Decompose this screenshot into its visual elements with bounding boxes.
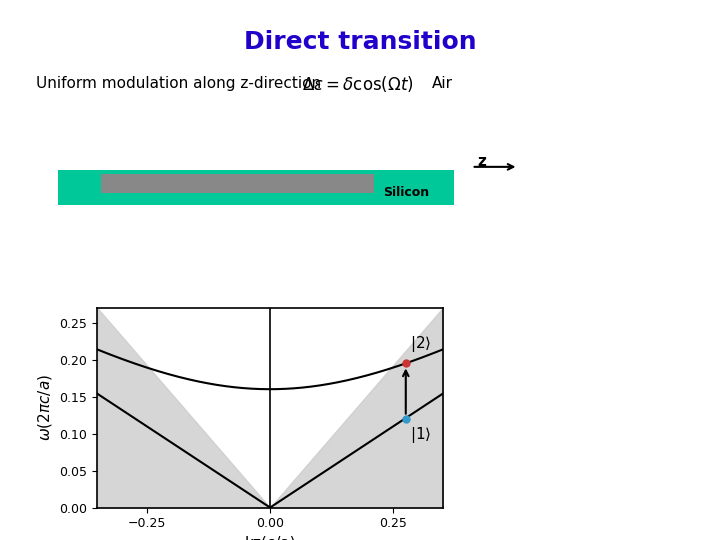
Text: Direct transition: Direct transition xyxy=(243,30,477,53)
Bar xyxy=(101,173,374,193)
Y-axis label: $\omega(2\pi c/a)$: $\omega(2\pi c/a)$ xyxy=(36,374,54,441)
Text: $|2\rangle$: $|2\rangle$ xyxy=(410,334,431,354)
Text: Silicon: Silicon xyxy=(383,186,429,199)
Text: Air: Air xyxy=(432,76,453,91)
Text: z: z xyxy=(477,154,486,170)
Text: Uniform modulation along z-direction: Uniform modulation along z-direction xyxy=(36,76,321,91)
X-axis label: kz(c/a): kz(c/a) xyxy=(244,536,296,540)
Text: $|1\rangle$: $|1\rangle$ xyxy=(410,425,431,445)
Text: $\Delta\varepsilon = \delta\cos(\Omega t)$: $\Delta\varepsilon = \delta\cos(\Omega t… xyxy=(302,73,414,94)
